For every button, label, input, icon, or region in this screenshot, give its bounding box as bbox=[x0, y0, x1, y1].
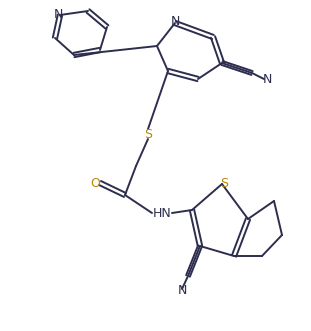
Text: S: S bbox=[220, 176, 228, 190]
Text: N: N bbox=[262, 72, 272, 85]
Text: N: N bbox=[177, 285, 187, 298]
Text: N: N bbox=[53, 8, 63, 21]
Text: N: N bbox=[170, 15, 180, 27]
Text: HN: HN bbox=[153, 207, 171, 219]
Text: O: O bbox=[90, 176, 100, 190]
Text: S: S bbox=[144, 127, 152, 140]
